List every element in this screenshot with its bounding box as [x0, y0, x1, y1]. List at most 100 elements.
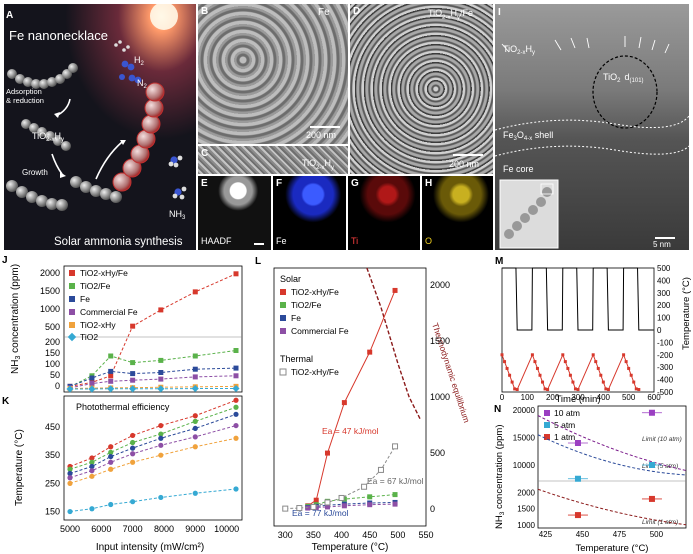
k-point: [108, 453, 114, 460]
surface-arrows: [501, 36, 670, 54]
l-point: [392, 287, 398, 293]
scale-bar: [453, 154, 483, 156]
panel-j: J NH3 concentration (ppm) 2000 1500 1000…: [0, 254, 250, 394]
k-point: [130, 439, 136, 446]
n-marks: [537, 409, 687, 526]
tio2-shell-label: TiO2-xHy: [503, 44, 535, 56]
m-xtick: 300: [571, 393, 585, 402]
panel-d: D TiO2-xHy/Fe 200 nm: [350, 4, 493, 174]
j-point: [89, 381, 95, 386]
panel-c: C TiO2-xHy: [198, 146, 348, 174]
l-point: [338, 494, 345, 501]
j-ylabel-text: NH3 concentration (ppm): [10, 264, 22, 374]
k-point: [89, 455, 95, 461]
m-point: [599, 373, 603, 377]
j-ytick: 100: [45, 359, 60, 369]
chart-l: L Solar TiO2-xHy/Fe TiO2/Fe Fe Commercia…: [255, 256, 472, 553]
fe-chain-middle: [21, 119, 71, 151]
m-point: [530, 353, 534, 357]
l-point: [392, 443, 399, 450]
panel-m-label: M: [495, 256, 503, 267]
panel-h-label: H: [425, 178, 433, 189]
j-point: [192, 353, 198, 359]
panel-a: A Fe nanonecklace Adsorption & reduction…: [4, 4, 196, 250]
l-ytick: 0: [430, 504, 435, 514]
j-point: [191, 385, 199, 393]
n-limit-5: Limit (5 atm): [642, 463, 678, 470]
m-nh3-line: [501, 353, 639, 391]
n-xlabel: Temperature (°C): [576, 543, 649, 554]
m-ytick: 0: [657, 326, 662, 335]
k-title: Photothermal efficiency: [76, 402, 170, 412]
panel-d-tag: TiO2-xHy/Fe: [428, 8, 474, 21]
m-point: [503, 360, 507, 364]
chart-n: N NH3 concentration (ppm) 10 atm 5 atm 1…: [494, 404, 687, 554]
m-point: [505, 366, 509, 370]
l-point: [324, 450, 330, 456]
n-ytick: 2000: [517, 488, 535, 497]
m-point: [566, 366, 570, 370]
panel-h: H O: [422, 176, 493, 250]
j-point: [158, 376, 164, 382]
scale-bar: [254, 243, 264, 245]
m-point: [627, 366, 631, 370]
n-ytick: 10000: [513, 461, 536, 470]
l-point: [341, 400, 347, 406]
m-point: [541, 380, 545, 384]
k-ytick: 250: [45, 478, 60, 488]
l-point: [282, 505, 289, 512]
m-point: [571, 380, 575, 384]
j-ytick: 150: [45, 348, 60, 358]
k-point: [67, 480, 73, 486]
m-xtick: 0: [500, 393, 505, 402]
n-limit-curve: [537, 488, 687, 526]
m-point: [604, 387, 608, 391]
l-legend-1: TiO2/Fe: [291, 300, 322, 310]
m-ytick: 300: [657, 289, 671, 298]
panel-a-illustration: A Fe nanonecklace Adsorption & reduction…: [4, 4, 196, 250]
k-point: [192, 413, 198, 419]
n-point: [648, 409, 655, 416]
panel-a-label: A: [6, 10, 13, 21]
panel-g: G Ti: [348, 176, 420, 250]
j-point: [233, 373, 239, 379]
m-point: [576, 388, 580, 392]
m-point: [510, 380, 514, 384]
panel-f-tag: Fe: [276, 236, 287, 246]
panel-i-hrtem: I TiO2-xHy TiO2 d(101) Fe3O4-x shell Fe c…: [495, 7, 689, 249]
m-point: [634, 387, 638, 391]
j-point: [158, 357, 164, 363]
m-point: [563, 360, 567, 364]
m-xtick: 200: [546, 393, 560, 402]
panel-g-label: G: [351, 178, 359, 189]
k-point: [130, 499, 136, 505]
k-point: [233, 397, 239, 403]
panel-k-label: K: [2, 396, 10, 407]
panel-m: M Time (min) Temperature (°C) 0 100 200 300…: [492, 254, 693, 404]
j-point: [130, 323, 136, 329]
k-point: [158, 431, 164, 437]
k-point: [192, 425, 198, 432]
m-xlabel: Time (min): [555, 394, 600, 404]
fe-chain-left: [6, 180, 68, 211]
n-xtick: 500: [650, 530, 664, 539]
k-ylabel: Temperature (°C): [14, 429, 25, 506]
m-ytick: -300: [657, 363, 674, 372]
k-series-line: [69, 488, 237, 513]
j-yticks-lower: 200 150 100 50 0: [45, 337, 60, 391]
k-point: [67, 470, 73, 477]
j-ytick: 200: [45, 337, 60, 347]
j-point: [108, 353, 114, 359]
m-point: [538, 373, 542, 377]
j-point: [130, 360, 136, 366]
j-point: [233, 365, 239, 371]
j-ytick: 500: [45, 322, 60, 332]
scale-bar: [310, 126, 340, 128]
core-label: Fe core: [503, 164, 534, 174]
k-point: [108, 459, 114, 465]
l-point: [377, 466, 384, 473]
k-point: [130, 451, 136, 457]
l-point: [392, 492, 398, 498]
chart-j: J NH3 concentration (ppm) 2000 1500 1000…: [2, 255, 243, 393]
k-point: [89, 459, 95, 465]
